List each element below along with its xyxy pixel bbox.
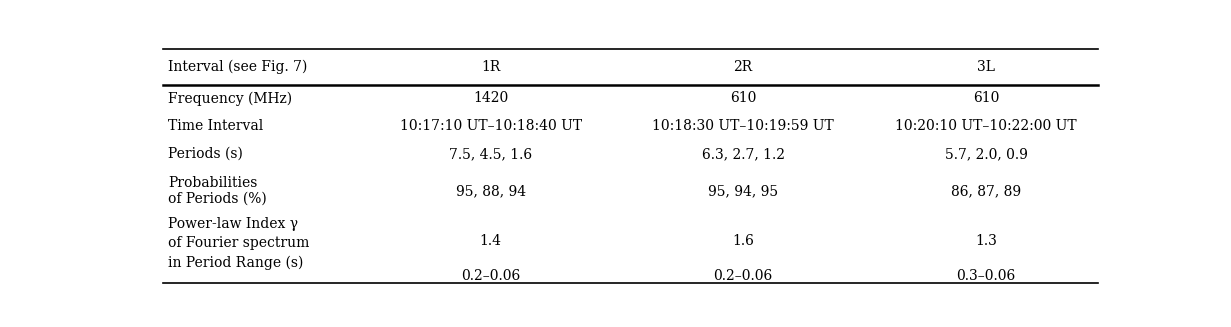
Text: Periods (s): Periods (s) (169, 147, 243, 161)
Text: Power-law Index γ: Power-law Index γ (169, 217, 298, 231)
Text: 7.5, 4.5, 1.6: 7.5, 4.5, 1.6 (449, 147, 532, 161)
Text: 95, 94, 95: 95, 94, 95 (708, 184, 778, 198)
Text: Interval (see Fig. 7): Interval (see Fig. 7) (169, 60, 308, 74)
Text: Frequency (MHz): Frequency (MHz) (169, 91, 292, 106)
Text: in Period Range (s): in Period Range (s) (169, 255, 304, 270)
Text: 0.2–0.06: 0.2–0.06 (714, 269, 773, 283)
Text: 10:18:30 UT–10:19:59 UT: 10:18:30 UT–10:19:59 UT (652, 119, 833, 133)
Text: 5.7, 2.0, 0.9: 5.7, 2.0, 0.9 (944, 147, 1028, 161)
Text: 1R: 1R (481, 60, 500, 74)
Text: of Fourier spectrum: of Fourier spectrum (169, 236, 309, 250)
Text: Probabilities
of Periods (%): Probabilities of Periods (%) (169, 176, 267, 206)
Text: 6.3, 2.7, 1.2: 6.3, 2.7, 1.2 (702, 147, 784, 161)
Text: 1.6: 1.6 (732, 234, 755, 248)
Text: 10:20:10 UT–10:22:00 UT: 10:20:10 UT–10:22:00 UT (895, 119, 1077, 133)
Text: 86, 87, 89: 86, 87, 89 (952, 184, 1022, 198)
Text: 10:17:10 UT–10:18:40 UT: 10:17:10 UT–10:18:40 UT (400, 119, 582, 133)
Text: 1.3: 1.3 (975, 234, 997, 248)
Text: 0.2–0.06: 0.2–0.06 (462, 269, 521, 283)
Text: 610: 610 (972, 92, 1000, 105)
Text: 610: 610 (730, 92, 756, 105)
Text: 2R: 2R (734, 60, 752, 74)
Text: 3L: 3L (977, 60, 995, 74)
Text: Time Interval: Time Interval (169, 119, 263, 133)
Text: 1.4: 1.4 (480, 234, 502, 248)
Text: 1420: 1420 (473, 92, 508, 105)
Text: 0.3–0.06: 0.3–0.06 (956, 269, 1016, 283)
Text: 95, 88, 94: 95, 88, 94 (455, 184, 526, 198)
